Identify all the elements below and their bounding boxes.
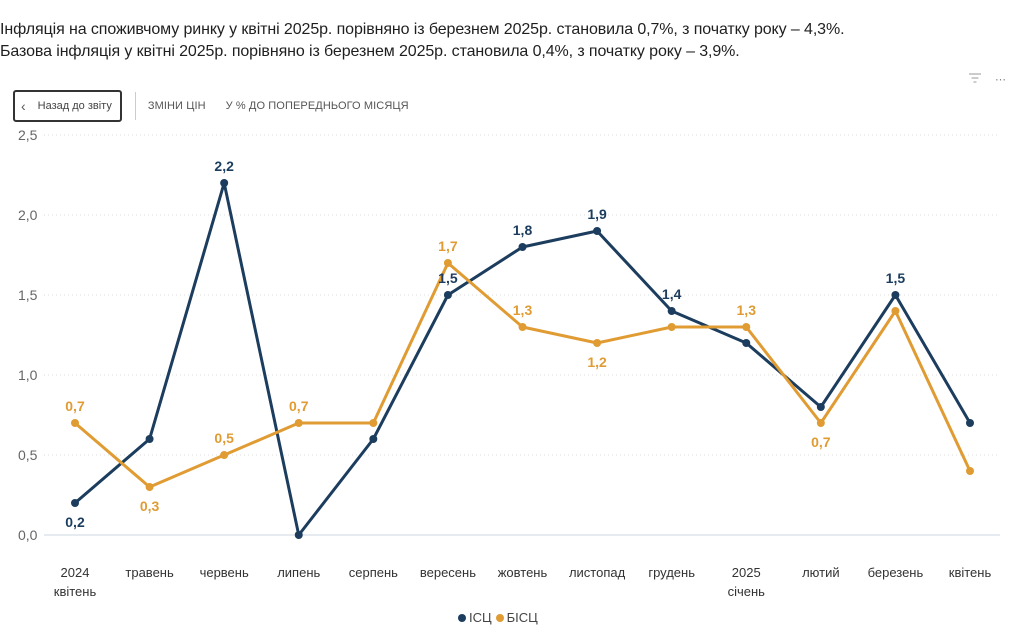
data-label-isc: 1,5	[886, 270, 906, 286]
x-tick-label: січень	[728, 584, 766, 599]
series-line-bisc	[74, 261, 972, 489]
data-point-bisc[interactable]	[593, 339, 602, 347]
x-tick-label: вересень	[420, 565, 476, 580]
data-label-bisc: 0,3	[140, 498, 160, 514]
core-inflation-text: Базова інфляція у квітні 2025р. порівнян…	[0, 43, 740, 60]
back-button-label: Назад до звіту	[37, 100, 112, 112]
series	[71, 179, 974, 539]
legend-label-bisc: БІСЦ	[506, 610, 538, 625]
y-tick-label: 2,0	[18, 207, 38, 223]
data-point-bisc[interactable]	[71, 419, 79, 427]
x-tick-label: 2025	[732, 565, 761, 580]
data-point-isc[interactable]	[145, 435, 154, 443]
legend-marker-bisc	[495, 613, 504, 622]
data-point-isc[interactable]	[667, 307, 676, 315]
x-tick-label: квітень	[54, 584, 97, 599]
data-label-bisc: 1,2	[587, 354, 607, 370]
data-point-bisc[interactable]	[667, 323, 676, 331]
data-point-bisc[interactable]	[891, 307, 900, 315]
data-label-isc: 1,4	[662, 286, 682, 302]
data-point-isc[interactable]	[369, 435, 378, 443]
data-label-bisc: 1,3	[513, 302, 533, 318]
headline-inflation-text: Інфляція на споживчому ринку у квітні 20…	[0, 21, 845, 38]
x-tick-label: квітень	[949, 565, 992, 580]
legend-marker-isc	[458, 613, 466, 622]
filter-icon[interactable]	[969, 73, 981, 86]
data-label-bisc: 0,5	[214, 430, 234, 446]
data-point-bisc[interactable]	[145, 483, 154, 491]
data-point-bisc[interactable]	[816, 419, 825, 427]
data-point-bisc[interactable]	[742, 323, 751, 331]
x-tick-label: липень	[277, 565, 320, 580]
y-tick-label: 1,0	[18, 367, 38, 383]
data-point-bisc[interactable]	[294, 419, 303, 427]
chart-legend: ІСЦ БІСЦ	[458, 610, 542, 625]
data-label-isc: 1,8	[513, 222, 533, 238]
x-tick-label: березень	[868, 565, 924, 580]
x-tick-label: грудень	[648, 565, 695, 580]
toolbar-divider	[134, 92, 136, 120]
y-tick-label: 0,0	[18, 527, 38, 543]
data-point-isc[interactable]	[220, 179, 229, 187]
data-point-bisc[interactable]	[369, 419, 378, 427]
data-point-isc[interactable]	[816, 403, 825, 411]
y-axis-ticks: 0,0 0,5 1,0 1,5 2,0 2,5	[18, 127, 38, 543]
x-tick-label: 2024	[61, 565, 90, 580]
data-point-bisc[interactable]	[966, 467, 974, 475]
legend-item-isc[interactable]: ІСЦ	[458, 610, 492, 625]
y-tick-label: 1,5	[18, 287, 38, 303]
more-options-icon[interactable]: ⋯	[995, 74, 1006, 86]
data-label-bisc: 1,3	[737, 302, 757, 318]
x-axis-ticks: 2024 квітень травень червень липень серпень ве…	[54, 565, 992, 599]
data-point-isc[interactable]	[891, 291, 900, 299]
data-label-isc: 2,2	[214, 158, 234, 174]
data-point-isc[interactable]	[518, 243, 527, 251]
data-point-bisc[interactable]	[220, 451, 229, 459]
data-point-isc[interactable]	[443, 291, 452, 299]
legend-item-bisc[interactable]: БІСЦ	[495, 610, 538, 625]
x-tick-label: жовтень	[498, 565, 548, 580]
x-tick-label: лютий	[802, 565, 840, 580]
data-label-bisc: 0,7	[811, 434, 831, 450]
back-to-report-button[interactable]: ‹ Назад до звіту	[13, 90, 122, 122]
y-tick-label: 2,5	[18, 127, 38, 143]
data-label-isc: 1,5	[438, 270, 458, 286]
report-header: Інфляція на споживчому ринку у квітні 20…	[0, 19, 1024, 63]
data-point-isc[interactable]	[593, 227, 602, 235]
x-tick-label: травень	[125, 565, 174, 580]
breadcrumb-price-changes[interactable]: ЗМІНИ ЦІН	[147, 100, 206, 112]
data-point-isc[interactable]	[966, 419, 974, 427]
breadcrumb-percent-prev-month[interactable]: У % ДО ПОПЕРЕДНЬОГО МІСЯЦЯ	[225, 100, 409, 112]
x-tick-label: листопад	[569, 565, 626, 580]
visual-header-icons: ⋯	[955, 73, 1006, 86]
toolbar: ‹ Назад до звіту ЗМІНИ ЦІН У % ДО ПОПЕРЕ…	[13, 89, 429, 123]
y-tick-label: 0,5	[18, 447, 38, 463]
data-point-isc[interactable]	[71, 499, 79, 507]
data-labels: 0,2 2,2 1,5 1,8 1,9 1,4 1,5 0,7 0,3 0,5 0,7 1,7 1,3 1…	[65, 158, 905, 530]
data-label-bisc: 0,7	[289, 398, 309, 414]
data-point-bisc[interactable]	[443, 259, 452, 267]
data-label-bisc: 1,7	[438, 238, 458, 254]
data-label-isc: 1,9	[587, 206, 607, 222]
data-point-bisc[interactable]	[518, 323, 527, 331]
line-chart: 0,0 0,5 1,0 1,5 2,0 2,5 2024 квітень травень чер…	[18, 127, 1000, 599]
x-tick-label: червень	[200, 565, 249, 580]
legend-label-isc: ІСЦ	[469, 610, 492, 625]
gridlines	[44, 134, 1000, 536]
data-point-isc[interactable]	[294, 531, 303, 539]
x-tick-label: серпень	[349, 565, 398, 580]
data-label-isc: 0,2	[65, 514, 85, 530]
chevron-left-icon: ‹	[21, 98, 26, 114]
data-label-bisc: 0,7	[65, 398, 85, 414]
data-point-isc[interactable]	[742, 339, 751, 347]
